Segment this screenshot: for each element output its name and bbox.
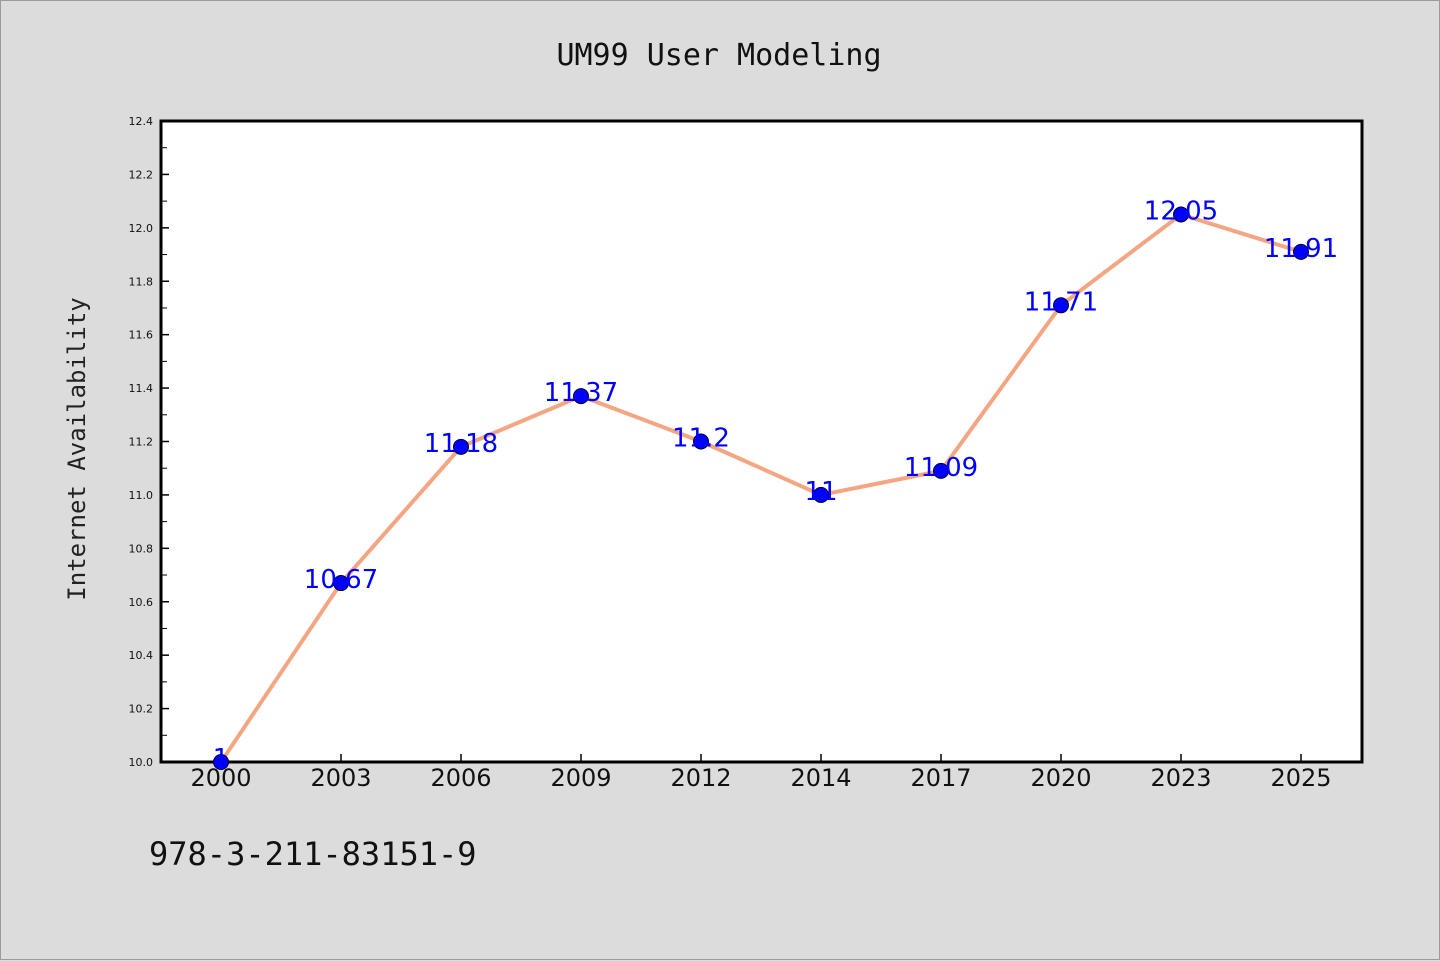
data-label: 11.71: [1024, 287, 1098, 317]
data-point-marker: [213, 754, 229, 770]
series-line: [219, 212, 1302, 764]
x-tick-label: 2017: [910, 764, 971, 792]
chart-title: UM99 User Modeling: [556, 38, 881, 73]
y-tick-label: 11.2: [129, 436, 154, 449]
x-tick-label: 2025: [1270, 764, 1331, 792]
data-label: 11.18: [424, 429, 498, 459]
y-tick-label: 11.8: [129, 275, 154, 288]
y-tick-label: 12.2: [129, 168, 154, 181]
data-label: 11.2: [672, 424, 730, 454]
y-tick-label: 10.8: [129, 542, 154, 555]
x-tick-label: 2012: [670, 764, 731, 792]
data-label: 11.37: [544, 378, 618, 408]
x-axis: 2000 2003 2006 2009 2012 2014 2017 2020 2023 2025: [190, 754, 1332, 792]
y-tick-label: 10.6: [129, 596, 154, 609]
data-point-marker: [333, 575, 349, 592]
data-label: 11.91: [1264, 234, 1338, 264]
x-tick-label: 2003: [310, 764, 371, 792]
y-tick-label: 11.0: [129, 489, 154, 502]
data-point-marker: [1173, 206, 1189, 223]
x-tick-label: 2020: [1030, 764, 1091, 792]
x-tick-label: 2009: [550, 764, 611, 792]
x-tick-label: 2006: [430, 764, 491, 792]
y-tick-label: 10.0: [129, 756, 154, 769]
data-labels: 1 10.67 11.18 11.37 11.2 11 11.09 11.71 12.05 11.…: [213, 196, 1338, 774]
y-tick-label: 12.0: [129, 222, 154, 235]
isbn-footer: 978-3-211-83151-9: [149, 835, 477, 873]
x-tick-label: 2023: [1150, 764, 1211, 792]
data-markers: [213, 206, 1309, 770]
data-point-marker: [933, 462, 949, 479]
data-point-marker: [453, 438, 469, 455]
data-label: 1: [213, 744, 230, 774]
y-tick-label: 10.4: [129, 649, 154, 662]
y-tick-label: 12.4: [129, 115, 154, 128]
data-point-marker: [1053, 297, 1069, 314]
data-label: 10.67: [304, 565, 378, 595]
x-tick-label: 2014: [790, 764, 851, 792]
data-point-marker: [813, 486, 829, 503]
data-label: 11.09: [904, 453, 978, 483]
data-point-marker: [1293, 243, 1309, 260]
y-axis: 10.0 10.2 10.4 10.6 10.8 11.0 11.2 11.4 11.6 11.8…: [129, 115, 169, 769]
y-tick-label: 11.6: [129, 329, 154, 342]
data-point-marker: [693, 433, 709, 450]
data-point-marker: [573, 388, 589, 405]
data-label: 11: [804, 477, 837, 507]
y-axis-label: Internet Availability: [63, 297, 91, 600]
y-tick-label: 11.4: [129, 382, 154, 395]
y-tick-label: 10.2: [129, 703, 154, 716]
data-label: 12.05: [1144, 196, 1218, 226]
